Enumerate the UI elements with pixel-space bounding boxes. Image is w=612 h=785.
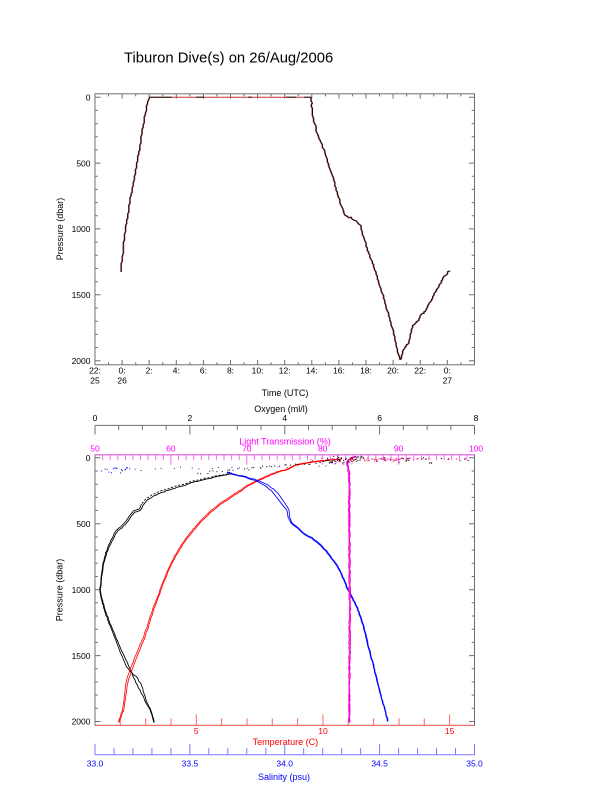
svg-text:26: 26 xyxy=(117,376,127,386)
svg-text:1000: 1000 xyxy=(72,224,91,234)
svg-text:2000: 2000 xyxy=(72,356,91,366)
svg-text:80: 80 xyxy=(318,444,328,454)
svg-text:8: 8 xyxy=(474,413,479,423)
svg-text:16:: 16: xyxy=(333,366,345,376)
svg-text:1000: 1000 xyxy=(72,585,91,595)
svg-text:90: 90 xyxy=(394,444,404,454)
svg-text:8:: 8: xyxy=(227,366,234,376)
svg-text:50: 50 xyxy=(90,444,100,454)
svg-text:Salinity (psu): Salinity (psu) xyxy=(258,772,310,782)
svg-text:33.5: 33.5 xyxy=(182,759,199,769)
svg-text:4: 4 xyxy=(282,413,287,423)
svg-text:70: 70 xyxy=(242,444,252,454)
svg-text:34.0: 34.0 xyxy=(276,759,293,769)
svg-text:100: 100 xyxy=(469,444,483,454)
svg-text:60: 60 xyxy=(166,444,176,454)
svg-text:22:: 22: xyxy=(89,366,101,376)
svg-text:2: 2 xyxy=(188,413,193,423)
svg-text:20:: 20: xyxy=(387,366,399,376)
svg-text:0:: 0: xyxy=(444,366,451,376)
svg-text:Pressure (dbar): Pressure (dbar) xyxy=(55,198,65,261)
svg-text:15: 15 xyxy=(445,726,455,736)
svg-text:18:: 18: xyxy=(360,366,372,376)
svg-text:Temperature (C): Temperature (C) xyxy=(253,737,319,747)
svg-text:22:: 22: xyxy=(414,366,426,376)
svg-text:500: 500 xyxy=(76,158,90,168)
svg-text:Time (UTC): Time (UTC) xyxy=(262,388,309,398)
svg-text:0:: 0: xyxy=(119,366,126,376)
svg-text:6:: 6: xyxy=(200,366,207,376)
svg-text:33.0: 33.0 xyxy=(87,759,104,769)
svg-text:14:: 14: xyxy=(306,366,318,376)
svg-text:35.0: 35.0 xyxy=(466,759,483,769)
svg-text:Light Transmission (%): Light Transmission (%) xyxy=(239,436,331,446)
svg-text:10: 10 xyxy=(318,726,328,736)
svg-text:2:: 2: xyxy=(146,366,153,376)
svg-text:Pressure (dbar): Pressure (dbar) xyxy=(55,559,65,622)
svg-text:0: 0 xyxy=(93,413,98,423)
svg-text:0: 0 xyxy=(86,453,91,463)
svg-text:0: 0 xyxy=(86,92,91,102)
svg-text:2000: 2000 xyxy=(72,717,91,727)
svg-text:27: 27 xyxy=(443,376,453,386)
svg-text:5: 5 xyxy=(194,726,199,736)
svg-text:6: 6 xyxy=(377,413,382,423)
svg-text:1500: 1500 xyxy=(72,290,91,300)
svg-text:10:: 10: xyxy=(252,366,264,376)
svg-text:Oxygen (ml/l): Oxygen (ml/l) xyxy=(254,404,308,414)
svg-text:Tiburon Dive(s) on 26/Aug/2006: Tiburon Dive(s) on 26/Aug/2006 xyxy=(124,51,333,67)
svg-text:500: 500 xyxy=(76,519,90,529)
svg-text:25: 25 xyxy=(90,376,100,386)
svg-text:4:: 4: xyxy=(173,366,180,376)
svg-text:1500: 1500 xyxy=(72,651,91,661)
svg-text:12:: 12: xyxy=(279,366,291,376)
svg-text:34.5: 34.5 xyxy=(371,759,388,769)
